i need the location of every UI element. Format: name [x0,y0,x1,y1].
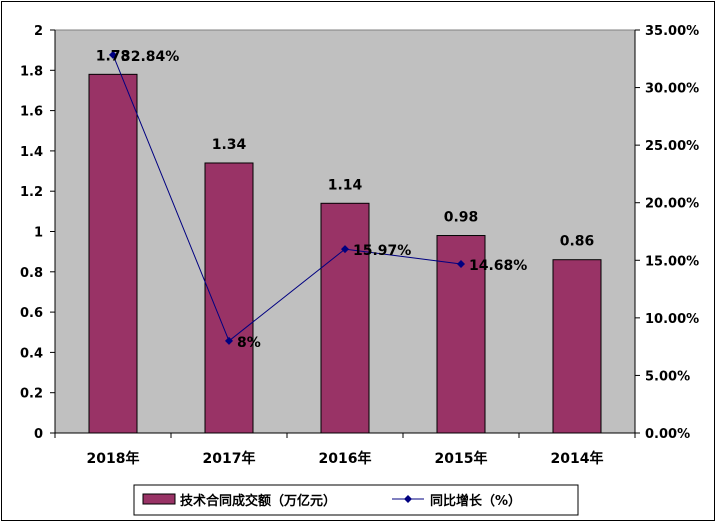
bar [204,162,254,434]
y-right-tick-label: 0.00% [645,427,690,442]
bar-value-label: 0.86 [560,234,595,250]
y-left-tick-label: 0 [34,427,43,442]
bar-value-label: 0.98 [444,210,479,226]
y-right-tick-label: 10.00% [645,312,699,327]
y-left-tick-label: 1.8 [20,64,43,79]
x-tick-label: 2017年 [203,450,256,467]
legend-bar-swatch [142,493,176,505]
bar [88,73,138,434]
bar-value-label: 1.78 [96,48,131,64]
x-tick-label: 2016年 [319,450,372,467]
growth-point [457,259,465,268]
growth-value-label: 14.68% [469,258,527,274]
growth-value-label: 8% [237,335,261,351]
y-left-tick-label: 1.6 [20,105,43,120]
growth-point [341,245,349,254]
axes: 00.20.40.60.811.21.41.61.820.00%5.00%10.… [20,24,699,467]
x-tick-label: 2015年 [435,450,488,467]
bar [436,235,486,434]
legend-box [133,484,579,516]
y-left-tick-label: 1.2 [20,185,43,200]
y-left-tick-label: 0.8 [20,266,43,281]
data-labels: 1.78 1.34 1.14 0.98 0.86 32.84% 8% 15.97% 14.68% [96,48,595,351]
series [88,50,602,434]
growth-point [109,50,117,59]
y-right-tick-label: 35.00% [645,24,699,39]
x-tick-label: 2018年 [87,450,140,467]
bar [320,202,370,434]
bar [552,259,602,434]
growth-value-label: 32.84% [121,49,179,65]
bar-value-label: 1.14 [328,177,363,193]
legend: 技术合同成交额（万亿元） 同比增长（%） [133,484,579,516]
y-right-tick-label: 20.00% [645,197,699,212]
legend-bar-label: 技术合同成交额（万亿元） [180,493,336,509]
growth-line [112,54,462,342]
y-left-tick-label: 1.4 [20,145,43,160]
bar-value-label: 1.34 [212,137,247,153]
y-right-tick-label: 30.00% [645,82,699,97]
y-left-tick-label: 1 [34,226,43,241]
y-left-tick-label: 0.6 [20,306,43,321]
y-left-tick-label: 0.4 [20,346,43,361]
growth-point [225,336,233,345]
growth-value-label: 15.97% [353,243,411,259]
y-right-tick-label: 15.00% [645,254,699,269]
y-left-tick-label: 2 [34,24,43,39]
y-right-tick-label: 5.00% [645,369,690,384]
legend-line-marker [404,495,412,503]
legend-line-label: 同比增长（%） [430,493,521,509]
x-tick-label: 2014年 [551,450,604,467]
y-left-tick-label: 0.2 [20,387,43,402]
y-right-tick-label: 25.00% [645,139,699,154]
